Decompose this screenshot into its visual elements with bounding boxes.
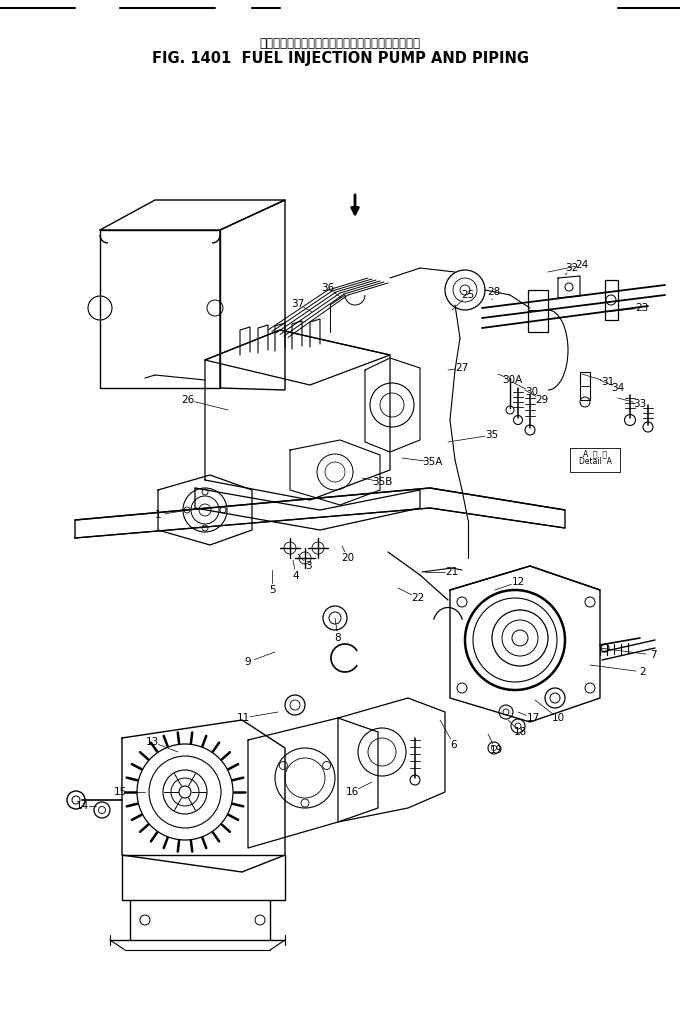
Text: 4: 4 [292, 571, 299, 581]
Text: 22: 22 [411, 593, 424, 603]
Text: 31: 31 [601, 377, 615, 387]
Text: 14: 14 [75, 801, 88, 811]
Text: 19: 19 [490, 745, 503, 755]
Text: 23: 23 [635, 303, 649, 313]
Text: 21: 21 [445, 567, 458, 577]
Circle shape [163, 770, 207, 814]
Text: 36: 36 [322, 283, 335, 293]
Text: 9: 9 [245, 657, 252, 667]
Text: 8: 8 [335, 633, 341, 643]
Text: 15: 15 [114, 787, 126, 797]
Text: Detail  A: Detail A [579, 457, 611, 466]
Text: 37: 37 [291, 299, 305, 309]
Text: 35A: 35A [422, 457, 442, 467]
Text: 18: 18 [513, 727, 526, 737]
Text: FIG. 1401  FUEL INJECTION PUMP AND PIPING: FIG. 1401 FUEL INJECTION PUMP AND PIPING [152, 51, 528, 66]
Text: 28: 28 [488, 287, 500, 297]
Text: 35B: 35B [372, 477, 392, 487]
Text: 24: 24 [575, 260, 589, 270]
Text: 1: 1 [154, 510, 161, 520]
Text: 7: 7 [649, 650, 656, 660]
Text: 25: 25 [461, 290, 475, 300]
Text: 13: 13 [146, 737, 158, 747]
Text: 16: 16 [345, 787, 358, 797]
Text: 29: 29 [535, 395, 549, 405]
Text: 30A: 30A [502, 375, 522, 385]
Text: 10: 10 [551, 713, 564, 723]
Text: 2: 2 [640, 667, 646, 677]
Text: 12: 12 [511, 577, 525, 587]
Text: 20: 20 [341, 553, 354, 563]
Text: A  詳  図: A 詳 図 [583, 449, 607, 458]
Text: 32: 32 [565, 263, 579, 273]
Text: 6: 6 [451, 740, 458, 750]
Text: 17: 17 [526, 713, 540, 723]
Text: 34: 34 [611, 383, 625, 393]
Text: 35: 35 [486, 430, 498, 440]
Text: 11: 11 [237, 713, 250, 723]
Text: 30: 30 [526, 387, 539, 397]
Text: 26: 26 [182, 395, 194, 405]
Text: フェエルインジェクションポンプおよびパイピング: フェエルインジェクションポンプおよびパイピング [260, 37, 420, 50]
Text: 5: 5 [269, 585, 275, 595]
Text: 3: 3 [305, 561, 311, 571]
Text: 27: 27 [456, 363, 469, 373]
Text: 33: 33 [633, 399, 647, 409]
